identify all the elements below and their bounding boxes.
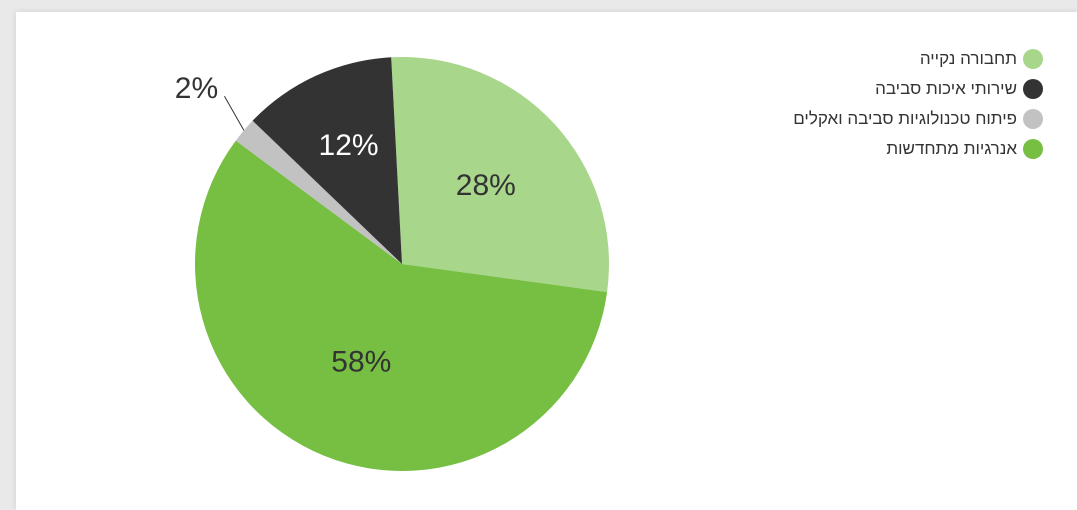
pie-slice-climate-tech — [235, 120, 402, 264]
pie-label-environmental-services: 12% — [319, 129, 379, 162]
legend-item-environmental-services: שירותי איכות סביבה — [793, 74, 1043, 104]
legend-item-renewable-energy: אנרגיות מתחדשות — [793, 134, 1043, 164]
legend-item-climate-tech: פיתוח טכנולוגיות סביבה ואקלים — [793, 104, 1043, 134]
pie-slice-renewable-energy — [194, 140, 608, 472]
legend-swatch-renewable-energy — [1023, 139, 1043, 159]
chart-legend: תחבורה נקייה שירותי איכות סביבה פיתוח טכ… — [793, 44, 1043, 164]
pie-slice-clean-transport — [391, 57, 609, 293]
legend-label-renewable-energy: אנרגיות מתחדשות — [886, 139, 1017, 158]
legend-label-environmental-services: שירותי איכות סביבה — [875, 79, 1017, 98]
pie-label-climate-tech: 2% — [175, 72, 218, 105]
legend-swatch-climate-tech — [1023, 109, 1043, 129]
legend-label-clean-transport: תחבורה נקייה — [919, 49, 1017, 68]
leader-line-climate-tech — [224, 96, 245, 131]
legend-swatch-environmental-services — [1023, 79, 1043, 99]
legend-label-climate-tech: פיתוח טכנולוגיות סביבה ואקלים — [793, 109, 1017, 128]
pie-slice-environmental-services — [252, 57, 402, 264]
legend-item-clean-transport: תחבורה נקייה — [793, 44, 1043, 74]
legend-swatch-clean-transport — [1023, 49, 1043, 69]
pie-label-renewable-energy: 58% — [331, 346, 391, 379]
pie-label-clean-transport: 28% — [456, 169, 516, 202]
